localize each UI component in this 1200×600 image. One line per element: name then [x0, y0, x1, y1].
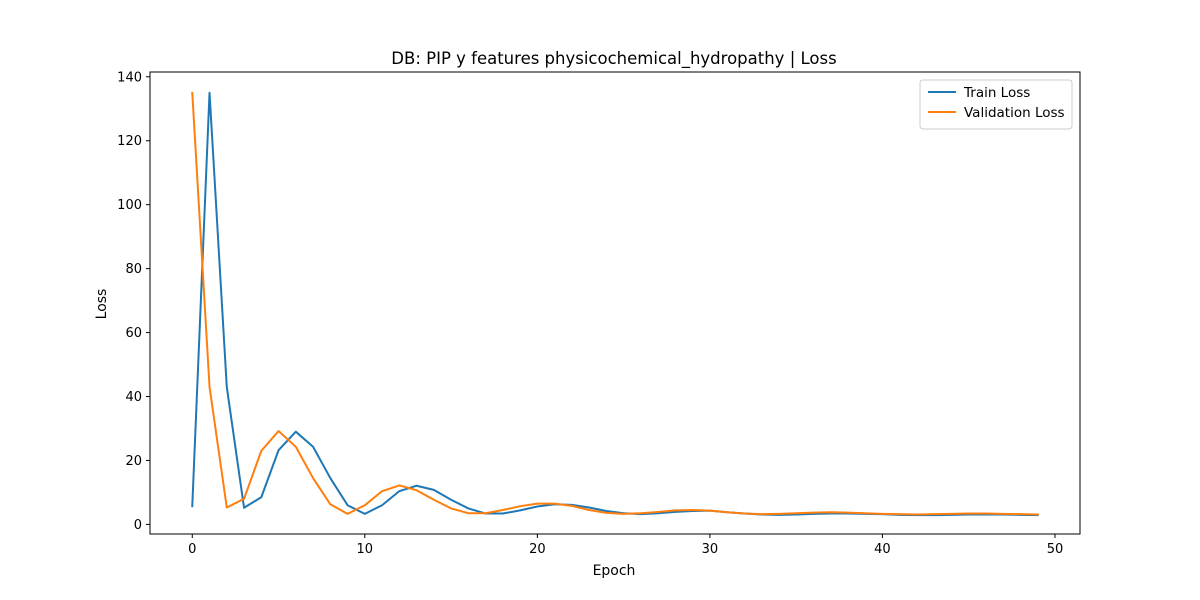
x-axis-ticks: 0 10 20 30 40 50 — [188, 534, 1063, 557]
x-tick-label: 0 — [188, 542, 196, 557]
axes-border — [149, 71, 1081, 535]
series-line-validation-loss — [191, 91, 1039, 516]
x-tick-label: 30 — [702, 542, 719, 557]
legend: Train Loss Validation Loss — [919, 79, 1073, 130]
legend-box — [919, 79, 1073, 130]
axes-frame — [149, 71, 1081, 535]
y-tick-label: 80 — [125, 262, 142, 277]
y-axis-ticks: 0 20 40 60 80 100 120 140 — [117, 70, 150, 533]
x-tick-label: 40 — [874, 542, 891, 557]
legend-label-validation-loss: Validation Loss — [964, 105, 1065, 121]
y-tick-label: 40 — [125, 390, 142, 405]
legend-label-train-loss: Train Loss — [963, 85, 1030, 101]
y-tick-label: 100 — [117, 198, 142, 213]
y-tick-label: 60 — [125, 326, 142, 341]
y-tick-label: 0 — [134, 518, 142, 533]
y-tick-label: 140 — [117, 70, 142, 85]
y-tick-label: 20 — [125, 454, 142, 469]
plot-lines — [191, 91, 1039, 517]
chart-title: DB: PIP y features physicochemical_hydro… — [391, 49, 836, 69]
x-axis-label: Epoch — [593, 563, 636, 579]
x-tick-label: 20 — [529, 542, 546, 557]
x-tick-label: 50 — [1047, 542, 1064, 557]
x-tick-label: 10 — [357, 542, 374, 557]
y-axis-label: Loss — [94, 289, 110, 320]
y-tick-label: 120 — [117, 134, 142, 149]
